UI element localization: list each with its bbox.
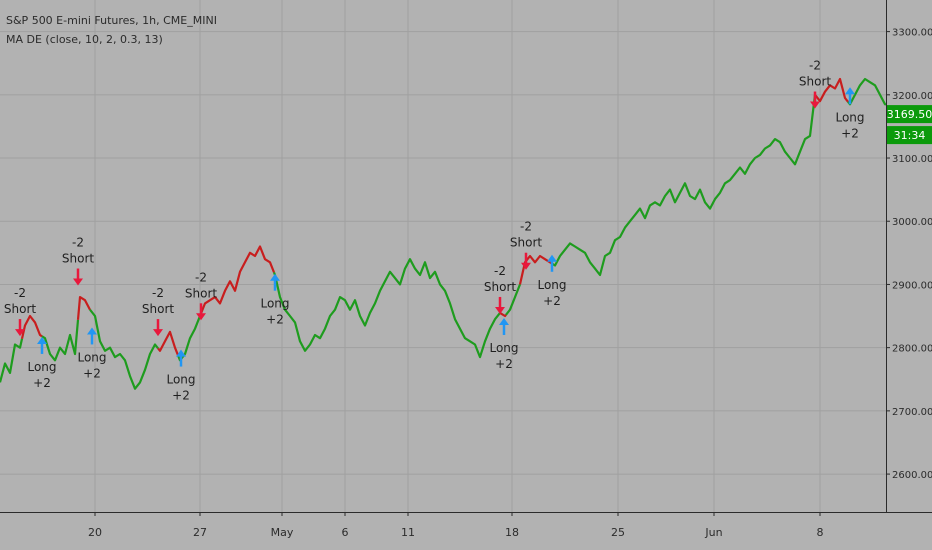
signal-name-label: Long bbox=[166, 373, 195, 387]
time-tick-label: 27 bbox=[193, 526, 207, 539]
price-series bbox=[0, 77, 887, 390]
price-tick-label: 2900.00 bbox=[892, 280, 932, 291]
short-trend-segment bbox=[199, 245, 276, 314]
time-tick-label: May bbox=[271, 526, 294, 539]
short-arrowhead-icon bbox=[196, 313, 206, 321]
long-signal: Long +2 bbox=[835, 87, 865, 140]
price-tick-label: 3100.00 bbox=[892, 154, 932, 165]
long-arrowhead-icon bbox=[37, 336, 47, 344]
grid bbox=[0, 0, 886, 512]
signal-size-label: +2 bbox=[33, 376, 51, 390]
long-trend-segment bbox=[89, 309, 159, 390]
time-tick-label: 6 bbox=[342, 526, 349, 539]
long-signal: Long +2 bbox=[537, 254, 567, 308]
last-price-label: 3169.50 bbox=[887, 108, 932, 121]
short-signal: -2 Short bbox=[62, 236, 94, 286]
long-signal: Long +2 bbox=[27, 336, 57, 390]
signal-size-label: -2 bbox=[494, 264, 506, 278]
time-tick-label: 11 bbox=[401, 526, 415, 539]
long-arrowhead-icon bbox=[499, 317, 509, 325]
long-arrowhead-icon bbox=[845, 87, 855, 95]
long-signal: Long +2 bbox=[77, 327, 107, 380]
short-signal: -2 Short bbox=[484, 264, 516, 314]
indicator-label: MA DE (close, 10, 2, 0.3, 13) bbox=[6, 33, 163, 46]
price-tick-label: 3300.00 bbox=[892, 28, 932, 39]
signal-name-label: Short bbox=[142, 302, 174, 316]
short-signal: -2 Short bbox=[185, 270, 217, 321]
signal-size-label: -2 bbox=[520, 220, 532, 234]
signal-name-label: Short bbox=[510, 236, 542, 250]
countdown-label: 31:34 bbox=[894, 129, 926, 142]
signal-name-label: Long bbox=[260, 297, 289, 311]
short-signal: -2 Short bbox=[4, 286, 36, 337]
signal-name-label: Long bbox=[27, 360, 56, 374]
time-tick-label: 18 bbox=[505, 526, 519, 539]
signal-size-label: -2 bbox=[152, 286, 164, 300]
short-arrowhead-icon bbox=[15, 329, 25, 337]
price-tick-label: 3000.00 bbox=[892, 217, 932, 228]
countdown-badge bbox=[887, 126, 932, 145]
long-trend-segment bbox=[551, 94, 817, 277]
short-signal: -2 Short bbox=[799, 59, 831, 109]
long-trend-segment bbox=[272, 258, 501, 359]
signal-name-label: Short bbox=[799, 75, 831, 89]
signal-size-label: -2 bbox=[195, 270, 207, 284]
long-signal: Long +2 bbox=[260, 273, 290, 327]
signal-name-label: Long bbox=[537, 278, 566, 292]
short-arrowhead-icon bbox=[810, 101, 820, 109]
short-signal: -2 Short bbox=[510, 220, 542, 270]
short-trend-segment bbox=[157, 330, 180, 356]
signal-size-label: -2 bbox=[72, 236, 84, 250]
signal-name-label: Short bbox=[484, 280, 516, 294]
short-trend-segment bbox=[814, 77, 849, 103]
signal-size-label: +2 bbox=[83, 366, 101, 380]
short-arrowhead-icon bbox=[495, 306, 505, 314]
short-arrowhead-icon bbox=[153, 329, 163, 337]
long-trend-segment bbox=[847, 77, 887, 106]
signal-name-label: Long bbox=[489, 341, 518, 355]
signal-name-label: Long bbox=[77, 350, 106, 364]
last-price-badge bbox=[887, 105, 932, 124]
long-signal: Long +2 bbox=[489, 317, 519, 371]
signal-size-label: +2 bbox=[172, 389, 190, 403]
long-trend-segment bbox=[0, 338, 24, 383]
time-tick-label: 25 bbox=[611, 526, 625, 539]
long-trend-segment bbox=[505, 283, 522, 316]
signal-name-label: Short bbox=[4, 302, 36, 316]
chart-title: S&P 500 E-mini Futures, 1h, CME_MINI bbox=[6, 14, 217, 27]
long-arrowhead-icon bbox=[547, 254, 557, 262]
signal-name-label: Short bbox=[62, 252, 94, 266]
price-tick-label: 3200.00 bbox=[892, 91, 932, 102]
signal-size-label: +2 bbox=[495, 357, 513, 371]
signal-name-label: Long bbox=[835, 110, 864, 124]
long-arrowhead-icon bbox=[176, 349, 186, 357]
long-signal: Long +2 bbox=[166, 349, 196, 403]
short-signal: -2 Short bbox=[142, 286, 174, 337]
signal-size-label: +2 bbox=[266, 313, 284, 327]
time-tick-label: 8 bbox=[817, 526, 824, 539]
signal-size-label: -2 bbox=[809, 59, 821, 73]
time-tick-label: Jun bbox=[704, 526, 722, 539]
short-arrowhead-icon bbox=[521, 262, 531, 270]
price-tick-label: 2800.00 bbox=[892, 344, 932, 355]
price-tick-label: 2700.00 bbox=[892, 407, 932, 418]
signal-size-label: +2 bbox=[543, 294, 561, 308]
short-trend-segment bbox=[20, 314, 43, 340]
signal-size-label: +2 bbox=[841, 126, 859, 140]
long-trend-segment bbox=[41, 319, 80, 362]
price-badges: 3169.50 31:34 bbox=[887, 105, 932, 145]
time-tick-label: 20 bbox=[88, 526, 102, 539]
price-tick-label: 2600.00 bbox=[892, 470, 932, 481]
long-arrowhead-icon bbox=[270, 273, 280, 281]
short-trend-segment bbox=[76, 296, 91, 320]
short-arrowhead-icon bbox=[73, 278, 83, 286]
signals: -2 Short Long +2 -2 Short Long +2 -2 Short Long +2 -… bbox=[4, 59, 865, 403]
long-arrowhead-icon bbox=[87, 327, 97, 335]
short-trend-segment bbox=[499, 311, 507, 318]
signal-name-label: Short bbox=[185, 286, 217, 300]
signal-size-label: -2 bbox=[14, 286, 26, 300]
